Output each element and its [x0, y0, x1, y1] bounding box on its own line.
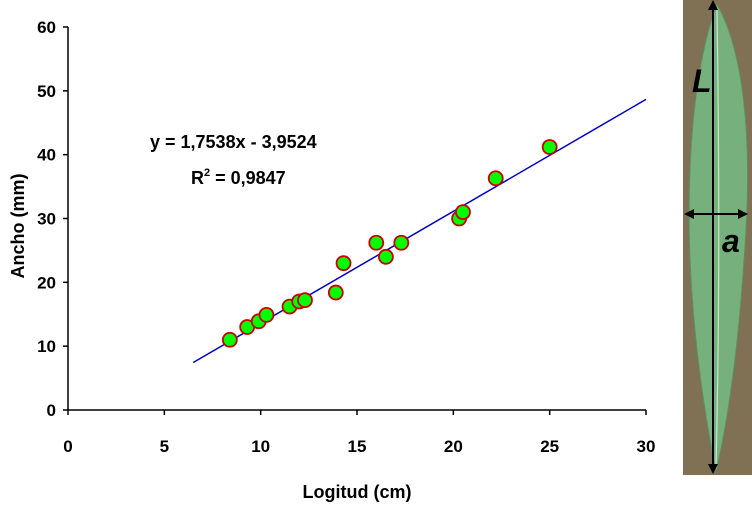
y-axis-title: Ancho (mm) — [8, 174, 28, 279]
leaf-midrib — [715, 7, 720, 469]
data-point — [297, 292, 313, 309]
length-arrow-head-top — [708, 0, 718, 10]
x-tick-label: 5 — [160, 437, 169, 456]
x-tick-label: 15 — [348, 437, 367, 456]
r-squared-label: R2 = 0,9847 — [191, 167, 286, 188]
y-tick-label: 40 — [37, 146, 56, 165]
x-tick-label: 0 — [63, 437, 72, 456]
y-ticks: 0 10 20 30 40 50 60 — [37, 18, 68, 420]
y-tick-label: 10 — [37, 337, 56, 356]
data-point — [541, 139, 558, 155]
x-tick-label: 20 — [444, 437, 463, 456]
data-point — [327, 284, 344, 301]
r-squared-superscript: 2 — [204, 167, 210, 179]
y-tick-label: 60 — [37, 18, 56, 37]
x-ticks: 0 5 10 15 20 25 30 — [63, 410, 655, 456]
y-tick-label: 20 — [37, 273, 56, 292]
trendline-equation: y = 1,7538x - 3,9524 — [150, 132, 317, 152]
y-tick-label: 30 — [37, 210, 56, 229]
data-point — [393, 234, 410, 251]
data-points — [221, 139, 558, 348]
data-point — [258, 306, 275, 323]
r-squared-prefix: R — [191, 168, 204, 188]
data-point — [335, 255, 352, 272]
data-point — [487, 170, 504, 187]
data-point — [455, 204, 471, 221]
x-tick-label: 10 — [251, 437, 270, 456]
width-arrow-head-right — [738, 209, 748, 219]
width-arrow-head-left — [684, 209, 694, 219]
r-squared-value: = 0,9847 — [210, 168, 286, 188]
data-point — [377, 248, 394, 265]
x-tick-label: 30 — [637, 437, 656, 456]
leaf-photo: L a — [683, 0, 752, 475]
length-label: L — [692, 63, 712, 99]
y-tick-label: 0 — [47, 401, 56, 420]
length-arrow-head-bottom — [708, 464, 718, 474]
data-point — [221, 331, 238, 348]
x-tick-label: 25 — [540, 437, 559, 456]
data-point — [368, 234, 385, 251]
y-tick-label: 50 — [37, 82, 56, 101]
x-axis-title: Logitud (cm) — [303, 482, 412, 502]
width-label: a — [722, 223, 740, 259]
